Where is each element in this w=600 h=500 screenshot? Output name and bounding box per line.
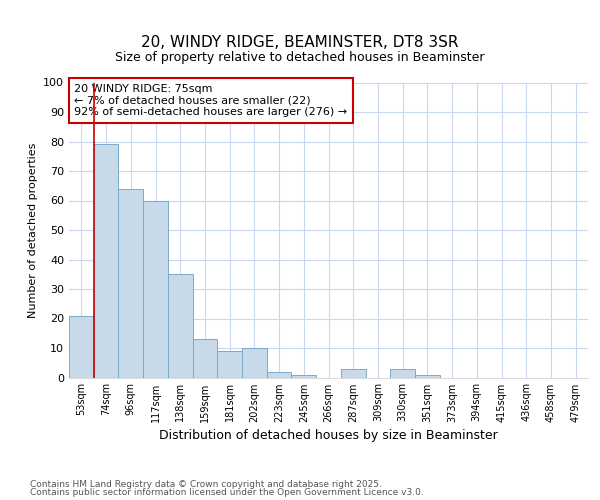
Bar [193, 339, 217, 378]
Y-axis label: Number of detached properties: Number of detached properties [28, 142, 38, 318]
Text: 20 WINDY RIDGE: 75sqm
← 7% of detached houses are smaller (22)
92% of semi-detac: 20 WINDY RIDGE: 75sqm ← 7% of detached h… [74, 84, 347, 117]
Bar [341, 368, 365, 378]
Bar [143, 200, 168, 378]
Bar [69, 316, 94, 378]
X-axis label: Distribution of detached houses by size in Beaminster: Distribution of detached houses by size … [159, 428, 498, 442]
Bar [118, 188, 143, 378]
Text: Contains public sector information licensed under the Open Government Licence v3: Contains public sector information licen… [30, 488, 424, 497]
Text: Size of property relative to detached houses in Beaminster: Size of property relative to detached ho… [115, 51, 485, 64]
Bar [168, 274, 193, 378]
Bar [415, 374, 440, 378]
Bar [267, 372, 292, 378]
Bar [217, 351, 242, 378]
Text: Contains HM Land Registry data © Crown copyright and database right 2025.: Contains HM Land Registry data © Crown c… [30, 480, 382, 489]
Bar [94, 144, 118, 378]
Bar [390, 368, 415, 378]
Text: 20, WINDY RIDGE, BEAMINSTER, DT8 3SR: 20, WINDY RIDGE, BEAMINSTER, DT8 3SR [141, 35, 459, 50]
Bar [292, 374, 316, 378]
Bar [242, 348, 267, 378]
